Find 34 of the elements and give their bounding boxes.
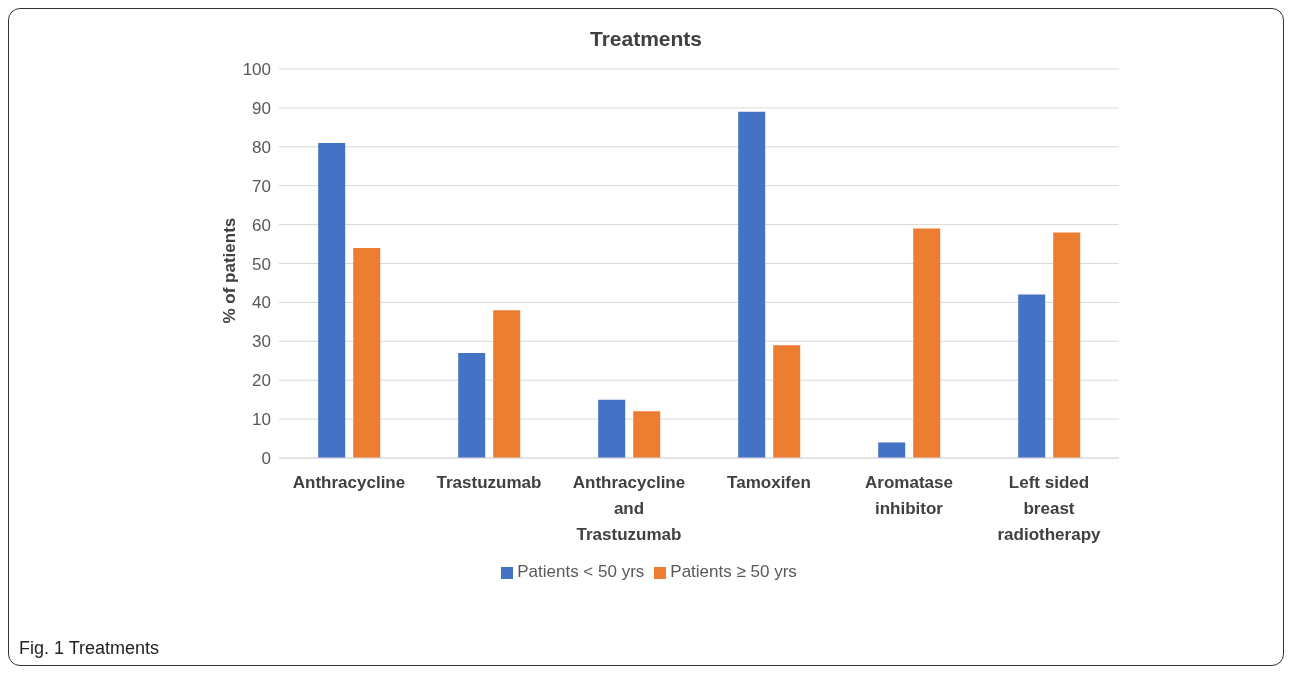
legend-label: Patients < 50 yrs	[517, 562, 645, 581]
y-tick-label: 20	[252, 371, 271, 391]
y-tick-label: 50	[252, 254, 271, 274]
bar	[318, 142, 346, 458]
bar	[773, 345, 801, 458]
y-tick-label: 30	[252, 332, 271, 352]
bar	[913, 228, 941, 458]
bar	[1053, 232, 1081, 458]
x-tick-label: Anthracycline and Trastuzumab	[572, 473, 686, 544]
x-tick-label: Left sided breast radiotherapy	[997, 473, 1102, 544]
y-axis-title: % of patients	[220, 217, 240, 324]
x-tick-label: Trastuzumab	[436, 473, 542, 492]
y-tick-label: 0	[261, 449, 271, 469]
y-tick-label: 10	[252, 410, 271, 430]
legend-label: Patients ≥ 50 yrs	[670, 562, 797, 581]
y-tick-label: 80	[252, 137, 271, 157]
y-tick-label: 40	[252, 293, 271, 313]
y-tick-label: 60	[252, 215, 271, 235]
bar	[878, 442, 906, 458]
x-tick-label: Aromatase inhibitor	[865, 473, 953, 518]
y-tick-label: 90	[252, 98, 271, 118]
bar	[1018, 294, 1046, 458]
caption: Fig. 1 Treatments	[19, 638, 160, 659]
x-tick-label: Anthracycline	[292, 473, 406, 492]
y-tick-label: 100	[242, 60, 271, 80]
bar	[738, 111, 766, 458]
chart-title: Treatments	[588, 27, 703, 51]
x-tick-label: Tamoxifen	[727, 473, 811, 492]
bar	[458, 352, 486, 458]
bar	[633, 411, 661, 458]
bar	[598, 399, 626, 458]
y-tick-label: 70	[252, 176, 271, 196]
bar	[353, 247, 381, 458]
bar	[493, 310, 521, 458]
